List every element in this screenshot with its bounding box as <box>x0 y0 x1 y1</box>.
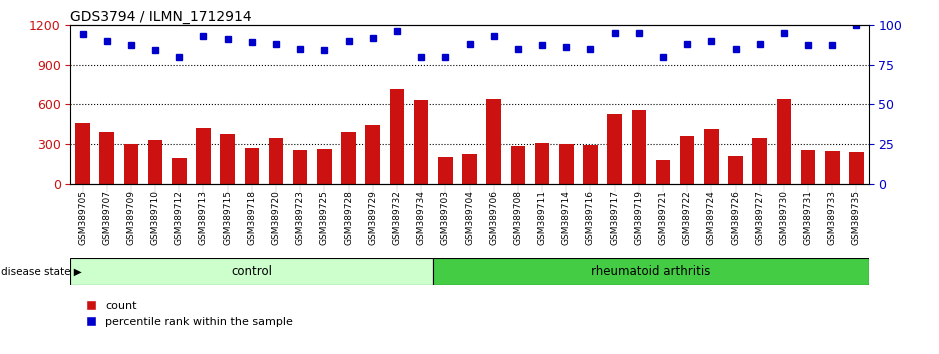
Bar <box>777 99 792 184</box>
Text: GSM389724: GSM389724 <box>707 190 716 245</box>
Bar <box>269 138 284 184</box>
Text: GSM389708: GSM389708 <box>514 190 522 245</box>
Bar <box>535 143 549 184</box>
Text: GSM389718: GSM389718 <box>247 190 256 245</box>
Text: GSM389730: GSM389730 <box>779 190 789 245</box>
Text: GSM389732: GSM389732 <box>393 190 402 245</box>
Text: GSM389722: GSM389722 <box>683 190 692 245</box>
Bar <box>124 144 138 184</box>
Bar <box>100 132 114 184</box>
Text: GSM389733: GSM389733 <box>828 190 837 245</box>
Text: rheumatoid arthritis: rheumatoid arthritis <box>592 265 711 278</box>
Text: GSM389710: GSM389710 <box>150 190 160 245</box>
Text: GSM389721: GSM389721 <box>658 190 668 245</box>
Bar <box>70 258 433 285</box>
Text: GSM389711: GSM389711 <box>537 190 546 245</box>
Text: GSM389707: GSM389707 <box>102 190 111 245</box>
Text: GSM389720: GSM389720 <box>271 190 281 245</box>
Bar <box>341 132 356 184</box>
Text: GSM389714: GSM389714 <box>562 190 571 245</box>
Bar <box>486 99 500 184</box>
Text: disease state ▶: disease state ▶ <box>1 267 82 277</box>
Text: GSM389728: GSM389728 <box>344 190 353 245</box>
Bar <box>608 114 622 184</box>
Bar <box>317 149 331 184</box>
Bar <box>680 136 695 184</box>
Bar <box>196 129 210 184</box>
Bar <box>172 158 187 184</box>
Text: GSM389735: GSM389735 <box>852 190 861 245</box>
Text: GSM389713: GSM389713 <box>199 190 208 245</box>
Bar <box>244 148 259 184</box>
Text: GSM389726: GSM389726 <box>731 190 740 245</box>
Bar <box>414 101 428 184</box>
Bar <box>462 154 477 184</box>
Bar <box>849 152 864 184</box>
Text: GSM389723: GSM389723 <box>296 190 304 245</box>
Text: GDS3794 / ILMN_1712914: GDS3794 / ILMN_1712914 <box>70 10 252 24</box>
Bar <box>75 123 90 184</box>
Bar <box>801 149 815 184</box>
Bar <box>559 144 574 184</box>
Text: GSM389734: GSM389734 <box>417 190 425 245</box>
Bar <box>511 145 525 184</box>
Bar <box>147 140 162 184</box>
Text: GSM389709: GSM389709 <box>127 190 135 245</box>
Text: GSM389717: GSM389717 <box>610 190 619 245</box>
Bar <box>632 110 646 184</box>
Bar <box>583 145 598 184</box>
Text: GSM389719: GSM389719 <box>635 190 643 245</box>
Text: GSM389727: GSM389727 <box>755 190 764 245</box>
Bar <box>825 151 839 184</box>
Text: GSM389706: GSM389706 <box>489 190 499 245</box>
Text: GSM389716: GSM389716 <box>586 190 595 245</box>
Bar <box>365 125 380 184</box>
Text: GSM389705: GSM389705 <box>78 190 87 245</box>
Text: control: control <box>231 265 272 278</box>
Text: GSM389703: GSM389703 <box>440 190 450 245</box>
Bar <box>752 138 767 184</box>
Bar <box>293 149 307 184</box>
Bar <box>221 134 235 184</box>
Bar <box>433 258 869 285</box>
Text: GSM389731: GSM389731 <box>804 190 812 245</box>
Bar <box>704 129 718 184</box>
Bar <box>390 88 404 184</box>
Bar <box>729 155 743 184</box>
Legend: count, percentile rank within the sample: count, percentile rank within the sample <box>85 301 293 327</box>
Text: GSM389729: GSM389729 <box>368 190 377 245</box>
Text: GSM389712: GSM389712 <box>175 190 184 245</box>
Text: GSM389725: GSM389725 <box>320 190 329 245</box>
Bar <box>655 160 670 184</box>
Text: GSM389715: GSM389715 <box>223 190 232 245</box>
Text: GSM389704: GSM389704 <box>465 190 474 245</box>
Bar <box>439 157 453 184</box>
